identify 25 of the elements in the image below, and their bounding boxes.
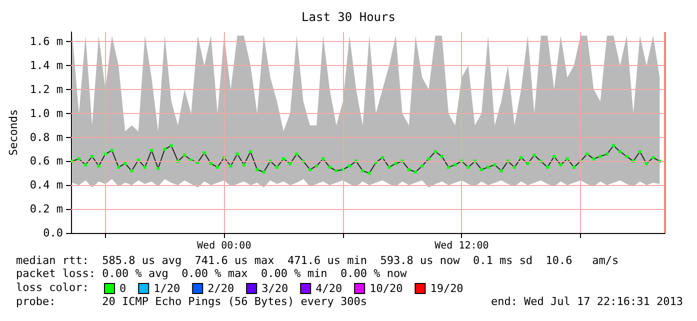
legend-label: 1/20	[154, 282, 180, 295]
y-tick-label: 1.6 m	[30, 35, 64, 48]
y-tick-label: 0.8 m	[30, 130, 64, 144]
y-axis-title: Seconds	[7, 109, 20, 156]
text: median rtt: 585.8 us avg 741.6 us max 471.6 us min 593.8 us now 0.1 ms sd 10.6 am/s	[16, 254, 619, 267]
legend-label: 4/20	[316, 282, 342, 295]
legend-label: 3/20	[262, 282, 288, 295]
legend-label: 10/20	[370, 282, 403, 295]
chart-title: Last 30 Hours	[302, 10, 396, 24]
text: end: Wed Jul 17 22:16:31 2013	[490, 295, 684, 308]
y-tick-label: 0.2 m	[30, 202, 64, 216]
y-tick-label: 1.4 m	[30, 59, 64, 72]
legend-title: loss color:	[16, 281, 89, 294]
x-tick-label: Wed 00:00	[197, 240, 252, 252]
x-tick-label: Wed 12:00	[434, 240, 489, 252]
y-tick-label: 0.6 m	[30, 154, 64, 168]
y-tick-label: 1.2 m	[30, 82, 64, 96]
y-tick-label: 0.0	[43, 226, 64, 240]
y-tick-label: 1.0 m	[30, 106, 64, 120]
y-tick-label: 0.4 m	[30, 178, 64, 192]
legend-label: 2/20	[208, 282, 234, 295]
legend-label: 19/20	[430, 282, 464, 295]
legend-label: 0	[120, 282, 126, 295]
text: packet loss: 0.00 % avg 0.00 % max 0.00 % min 0.00 % now	[16, 267, 408, 280]
text: probe: 20 ICMP Echo Pings (56 Bytes) every 300s	[16, 295, 367, 308]
